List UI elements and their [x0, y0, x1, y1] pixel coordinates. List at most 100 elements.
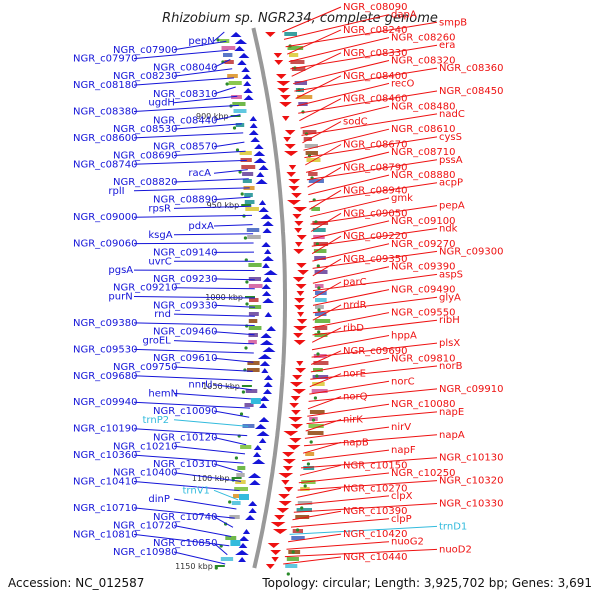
gene-label: NGR_c10090	[153, 406, 218, 417]
label-leader-line	[312, 273, 438, 292]
forward-gene-mark	[262, 256, 274, 261]
reverse-gene-mark	[276, 81, 291, 86]
reverse-gene-mark	[295, 284, 307, 289]
gene-label: clpX	[391, 491, 413, 502]
forward-gene-mark	[261, 242, 271, 247]
label-leader-line	[133, 132, 244, 139]
forward-gene-mark	[248, 508, 257, 513]
label-leader-line	[133, 507, 235, 519]
gene-label: era	[439, 40, 455, 51]
tick-dot	[296, 528, 300, 532]
forward-category-bar	[245, 389, 258, 393]
label-leader-line	[293, 503, 438, 513]
gene-label: NGR_c09550	[391, 308, 456, 319]
reverse-category-bar	[287, 46, 304, 50]
gene-label: NGR_c09210	[113, 283, 178, 294]
reverse-category-bar	[313, 368, 323, 372]
forward-category-bar	[225, 536, 237, 540]
forward-gene-mark	[230, 32, 242, 37]
reverse-category-bar	[311, 207, 320, 211]
tick-dot	[214, 566, 218, 570]
forward-gene-mark	[249, 123, 258, 128]
gene-label: NGR_c08670	[343, 140, 408, 151]
tick-dot	[315, 242, 319, 246]
gene-label: pgsA	[108, 265, 133, 276]
gene-label: recO	[391, 78, 415, 89]
reverse-category-bar	[311, 389, 328, 393]
forward-category-bar	[241, 165, 256, 169]
label-leader-line	[312, 304, 342, 321]
reverse-category-bar	[285, 564, 298, 568]
forward-category-bar	[231, 501, 241, 505]
label-leader-line	[173, 419, 249, 427]
reverse-gene-mark	[272, 529, 288, 534]
gene-label: hemN	[148, 388, 178, 399]
label-leader-line	[133, 454, 244, 464]
forward-gene-mark	[263, 382, 273, 387]
label-leader-line	[173, 95, 238, 104]
forward-gene-mark	[263, 375, 273, 380]
gene-label: dapA	[391, 10, 417, 21]
gene-label: NGR_c08240	[343, 25, 408, 36]
forward-gene-mark	[235, 550, 249, 555]
label-leader-line	[307, 396, 342, 410]
label-leader-line	[133, 401, 251, 409]
reverse-gene-mark	[295, 368, 307, 373]
reverse-gene-mark	[276, 508, 290, 513]
reverse-gene-mark	[293, 326, 308, 331]
tick-dot	[300, 506, 304, 510]
forward-category-bar	[227, 74, 238, 78]
label-leader-line	[213, 114, 241, 121]
forward-category-bar	[244, 403, 254, 407]
forward-gene-mark	[243, 88, 253, 93]
gene-label: NGR_c08260	[391, 33, 456, 44]
label-leader-line	[312, 243, 390, 262]
label-leader-line	[312, 319, 438, 336]
gene-label: NGR_c07900	[113, 45, 178, 56]
label-leader-line	[312, 289, 390, 306]
label-leader-line	[303, 434, 438, 447]
label-leader-line	[173, 123, 242, 130]
label-leader-line	[173, 472, 242, 482]
gene-label: NGR_c10740	[153, 512, 218, 523]
label-leader-line	[213, 31, 225, 42]
gene-label: NGR_c09140	[153, 247, 218, 258]
forward-gene-mark	[259, 403, 268, 408]
forward-gene-mark	[238, 557, 246, 562]
reverse-gene-mark	[277, 88, 290, 93]
gene-label: NGR_c08360	[439, 63, 504, 74]
forward-category-bar	[248, 312, 259, 316]
label-leader-line	[304, 136, 438, 159]
label-leader-line	[173, 340, 255, 345]
tick-dot	[303, 484, 307, 488]
gene-label: smpB	[439, 17, 467, 28]
gene-label: NGR_c09490	[391, 285, 456, 296]
forward-category-bar	[246, 228, 260, 232]
gene-label: NGR_c09940	[73, 397, 138, 408]
forward-category-bar	[228, 81, 242, 85]
gene-label: napF	[391, 445, 416, 456]
reverse-category-bar	[297, 501, 313, 505]
forward-category-bar	[248, 319, 258, 323]
reverse-gene-mark	[287, 445, 301, 450]
label-leader-line	[307, 166, 342, 188]
label-leader-line	[133, 296, 256, 299]
gene-label: norQ	[343, 392, 368, 403]
reverse-category-bar	[294, 81, 308, 85]
gene-label: nadC	[439, 109, 465, 120]
gene-label: ndk	[439, 224, 458, 235]
backbone-arc	[251, 27, 287, 569]
forward-category-bar	[244, 200, 255, 204]
gene-label: NGR_c09810	[391, 353, 456, 364]
label-leader-line	[285, 21, 438, 48]
label-leader-line	[306, 159, 438, 181]
gene-label: NGR_c09610	[153, 353, 218, 364]
reverse-category-bar	[295, 515, 310, 519]
forward-category-bar	[221, 46, 236, 50]
forward-gene-mark	[234, 46, 245, 51]
gene-label: clpP	[391, 514, 412, 525]
tick-dot	[306, 462, 310, 466]
label-leader-line	[173, 233, 254, 236]
forward-gene-mark	[237, 60, 247, 65]
forward-category-bar	[224, 60, 234, 64]
